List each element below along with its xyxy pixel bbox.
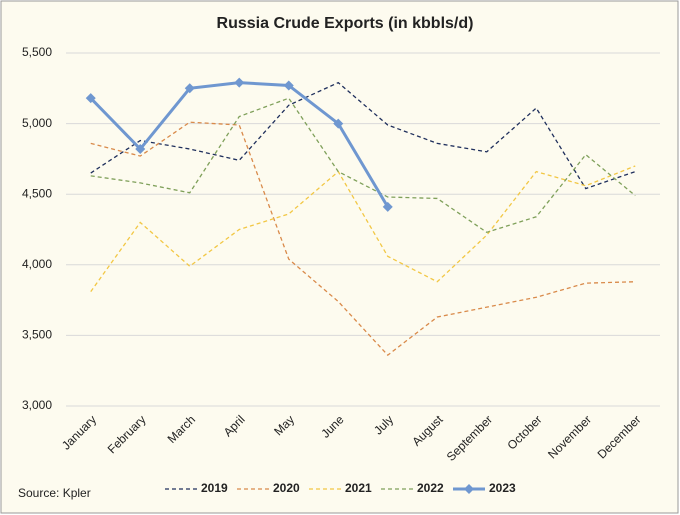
- point-marker: [85, 93, 96, 104]
- legend-marker: [464, 484, 474, 494]
- point-marker: [283, 80, 294, 91]
- chart-title: Russia Crude Exports (in kbbls/d): [217, 15, 474, 32]
- legend-label: 2020: [273, 481, 300, 495]
- series-line: [90, 165, 636, 293]
- legend-label: 2023: [489, 481, 516, 495]
- legend-label: 2022: [417, 481, 444, 495]
- point-marker: [333, 118, 344, 129]
- series-line: [90, 81, 636, 190]
- series-line: [90, 97, 636, 234]
- series-line: [90, 121, 636, 357]
- y-tick-label: 3,000: [22, 398, 52, 412]
- legend-label: 2021: [345, 481, 372, 495]
- y-tick-label: 5,500: [22, 45, 52, 59]
- y-tick-label: 4,000: [22, 257, 52, 271]
- point-marker: [135, 144, 146, 155]
- point-marker: [184, 83, 195, 94]
- y-tick-label: 5,000: [22, 116, 52, 130]
- point-marker: [382, 201, 393, 212]
- point-marker: [234, 77, 245, 88]
- legend-label: 2019: [201, 481, 228, 495]
- y-tick-label: 3,500: [22, 328, 52, 342]
- source-note: Source: Kpler: [18, 486, 91, 500]
- y-tick-label: 4,500: [22, 186, 52, 200]
